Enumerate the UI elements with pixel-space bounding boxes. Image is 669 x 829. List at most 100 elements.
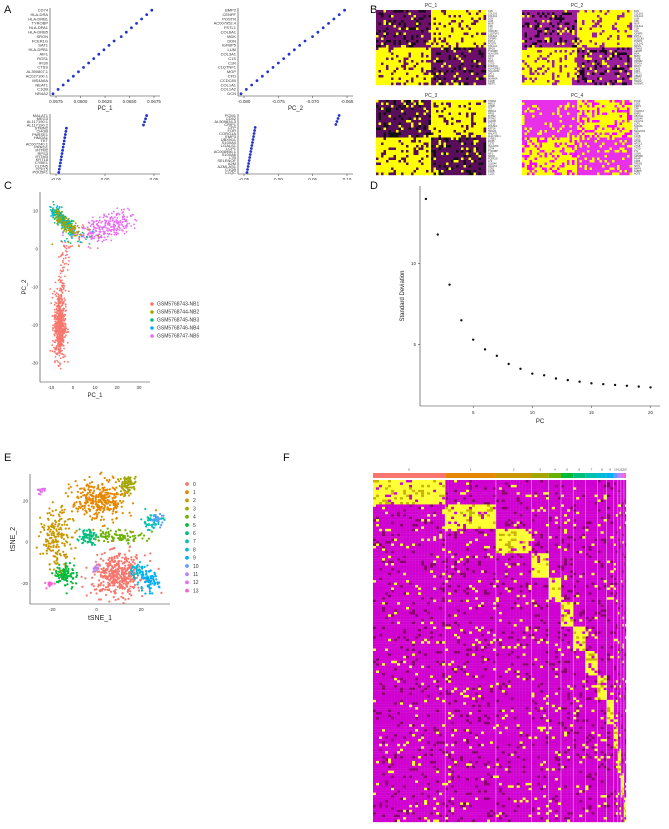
heatmap-cell — [401, 107, 404, 111]
heatmap-cell — [396, 130, 399, 133]
heatmap-cell — [406, 122, 409, 126]
heatmap-gene-label: TKT — [488, 108, 493, 111]
heatmap-cell — [381, 107, 384, 111]
heatmap-cell — [396, 45, 399, 48]
heatmap-cell — [431, 117, 434, 121]
heatmap-cell — [386, 47, 389, 51]
heatmap-cell — [542, 102, 545, 106]
heatmap-cell — [426, 157, 429, 161]
heatmap-cell — [522, 52, 525, 56]
heatmap-cell — [532, 102, 535, 106]
heatmap-cell — [391, 150, 394, 153]
heatmap-cell — [411, 60, 414, 63]
gene-label: POSTN — [222, 16, 236, 21]
heatmap-cell — [534, 17, 538, 21]
heatmap-cell — [416, 132, 419, 136]
heatmap-cell — [587, 72, 590, 76]
heatmap-cell — [609, 52, 613, 56]
heatmap-cell — [574, 47, 578, 51]
heatmap-cell — [386, 80, 389, 83]
heatmap-cell — [624, 115, 628, 118]
heatmap-cell — [428, 70, 432, 73]
heatmap-cell — [529, 40, 533, 43]
heatmap-cell — [441, 112, 444, 116]
gene-label: C1QTNF1 — [218, 65, 237, 70]
heatmap-cell — [599, 52, 603, 56]
heatmap-cell — [537, 25, 540, 28]
heatmap-cell — [431, 107, 434, 111]
heatmap-cell — [386, 107, 389, 111]
heatmap-cell — [567, 72, 570, 76]
heatmap-cell — [453, 47, 457, 51]
heatmap-cell — [448, 40, 452, 43]
heatmap-cell — [378, 110, 382, 113]
heatmap-cell — [564, 52, 568, 56]
heatmap-cell — [423, 25, 427, 28]
heatmap-cell — [617, 115, 620, 118]
heatmap-cell — [567, 70, 570, 73]
heatmap-cell — [423, 155, 427, 158]
heatmap-cell — [567, 105, 570, 108]
loading-dot — [145, 114, 149, 117]
heatmap-cell — [627, 65, 630, 68]
heatmap-cell — [458, 110, 462, 113]
heatmap-cell — [564, 27, 568, 31]
heatmap-cell — [396, 70, 399, 73]
heatmap-cell — [547, 130, 550, 133]
heatmap-cell — [552, 72, 555, 76]
heatmap-cell — [376, 170, 379, 173]
heatmap-cell — [451, 15, 454, 18]
heatmap-gene-label: CD74 — [488, 55, 495, 58]
heatmap-cell — [529, 120, 533, 123]
heatmap-cell — [468, 67, 472, 71]
heatmap-cell — [607, 135, 610, 138]
heatmap-cell — [537, 112, 540, 116]
heatmap-cell — [378, 107, 382, 111]
heatmap-cell — [396, 50, 399, 53]
heatmap-cell — [393, 75, 397, 78]
heatmap-cell — [456, 77, 459, 81]
heatmap-cell — [453, 155, 457, 158]
heatmap-cell — [448, 12, 452, 16]
heatmap-cell — [426, 45, 429, 48]
heatmap-cell — [426, 115, 429, 118]
heatmap-cell — [567, 35, 570, 38]
heatmap-cell — [461, 80, 464, 83]
heatmap-cell — [376, 25, 379, 28]
heatmap-cell — [522, 132, 525, 136]
heatmap-cell — [416, 75, 419, 78]
heatmap-cell — [527, 122, 530, 126]
heatmap-cell — [597, 137, 600, 141]
heatmap-cell — [624, 135, 628, 138]
heatmap-cell — [569, 127, 573, 131]
heatmap-cell — [411, 145, 414, 148]
heatmap-cell — [386, 15, 389, 18]
heatmap-cell — [534, 37, 538, 41]
heatmap-cell — [476, 60, 479, 63]
heatmap-cell — [431, 80, 434, 83]
heatmap-cell — [622, 107, 625, 111]
heatmap-title: PC_3 — [425, 93, 438, 99]
heatmap-cell — [388, 150, 392, 153]
heatmap-cell — [609, 125, 613, 128]
heatmap-cell — [584, 110, 588, 113]
heatmap-cell — [589, 20, 593, 23]
heatmap-cell — [478, 112, 482, 116]
heatmap-cell — [423, 112, 427, 116]
loading-dot — [251, 138, 255, 141]
heatmap-cell — [564, 22, 568, 26]
heatmap-cell — [627, 57, 630, 61]
heatmap-cell — [619, 32, 623, 36]
heatmap-cell — [481, 67, 484, 71]
heatmap-cell — [522, 110, 525, 113]
heatmap-cell — [443, 122, 447, 126]
heatmap-cell — [421, 115, 424, 118]
heatmap-cell — [604, 12, 608, 16]
heatmap-cell — [396, 122, 399, 126]
heatmap-cell — [577, 140, 580, 143]
heatmap-cell — [597, 30, 600, 33]
heatmap-cell — [579, 70, 583, 73]
heatmap-cell — [398, 130, 402, 133]
heatmap-cell — [458, 100, 462, 103]
heatmap-cell — [592, 80, 595, 83]
